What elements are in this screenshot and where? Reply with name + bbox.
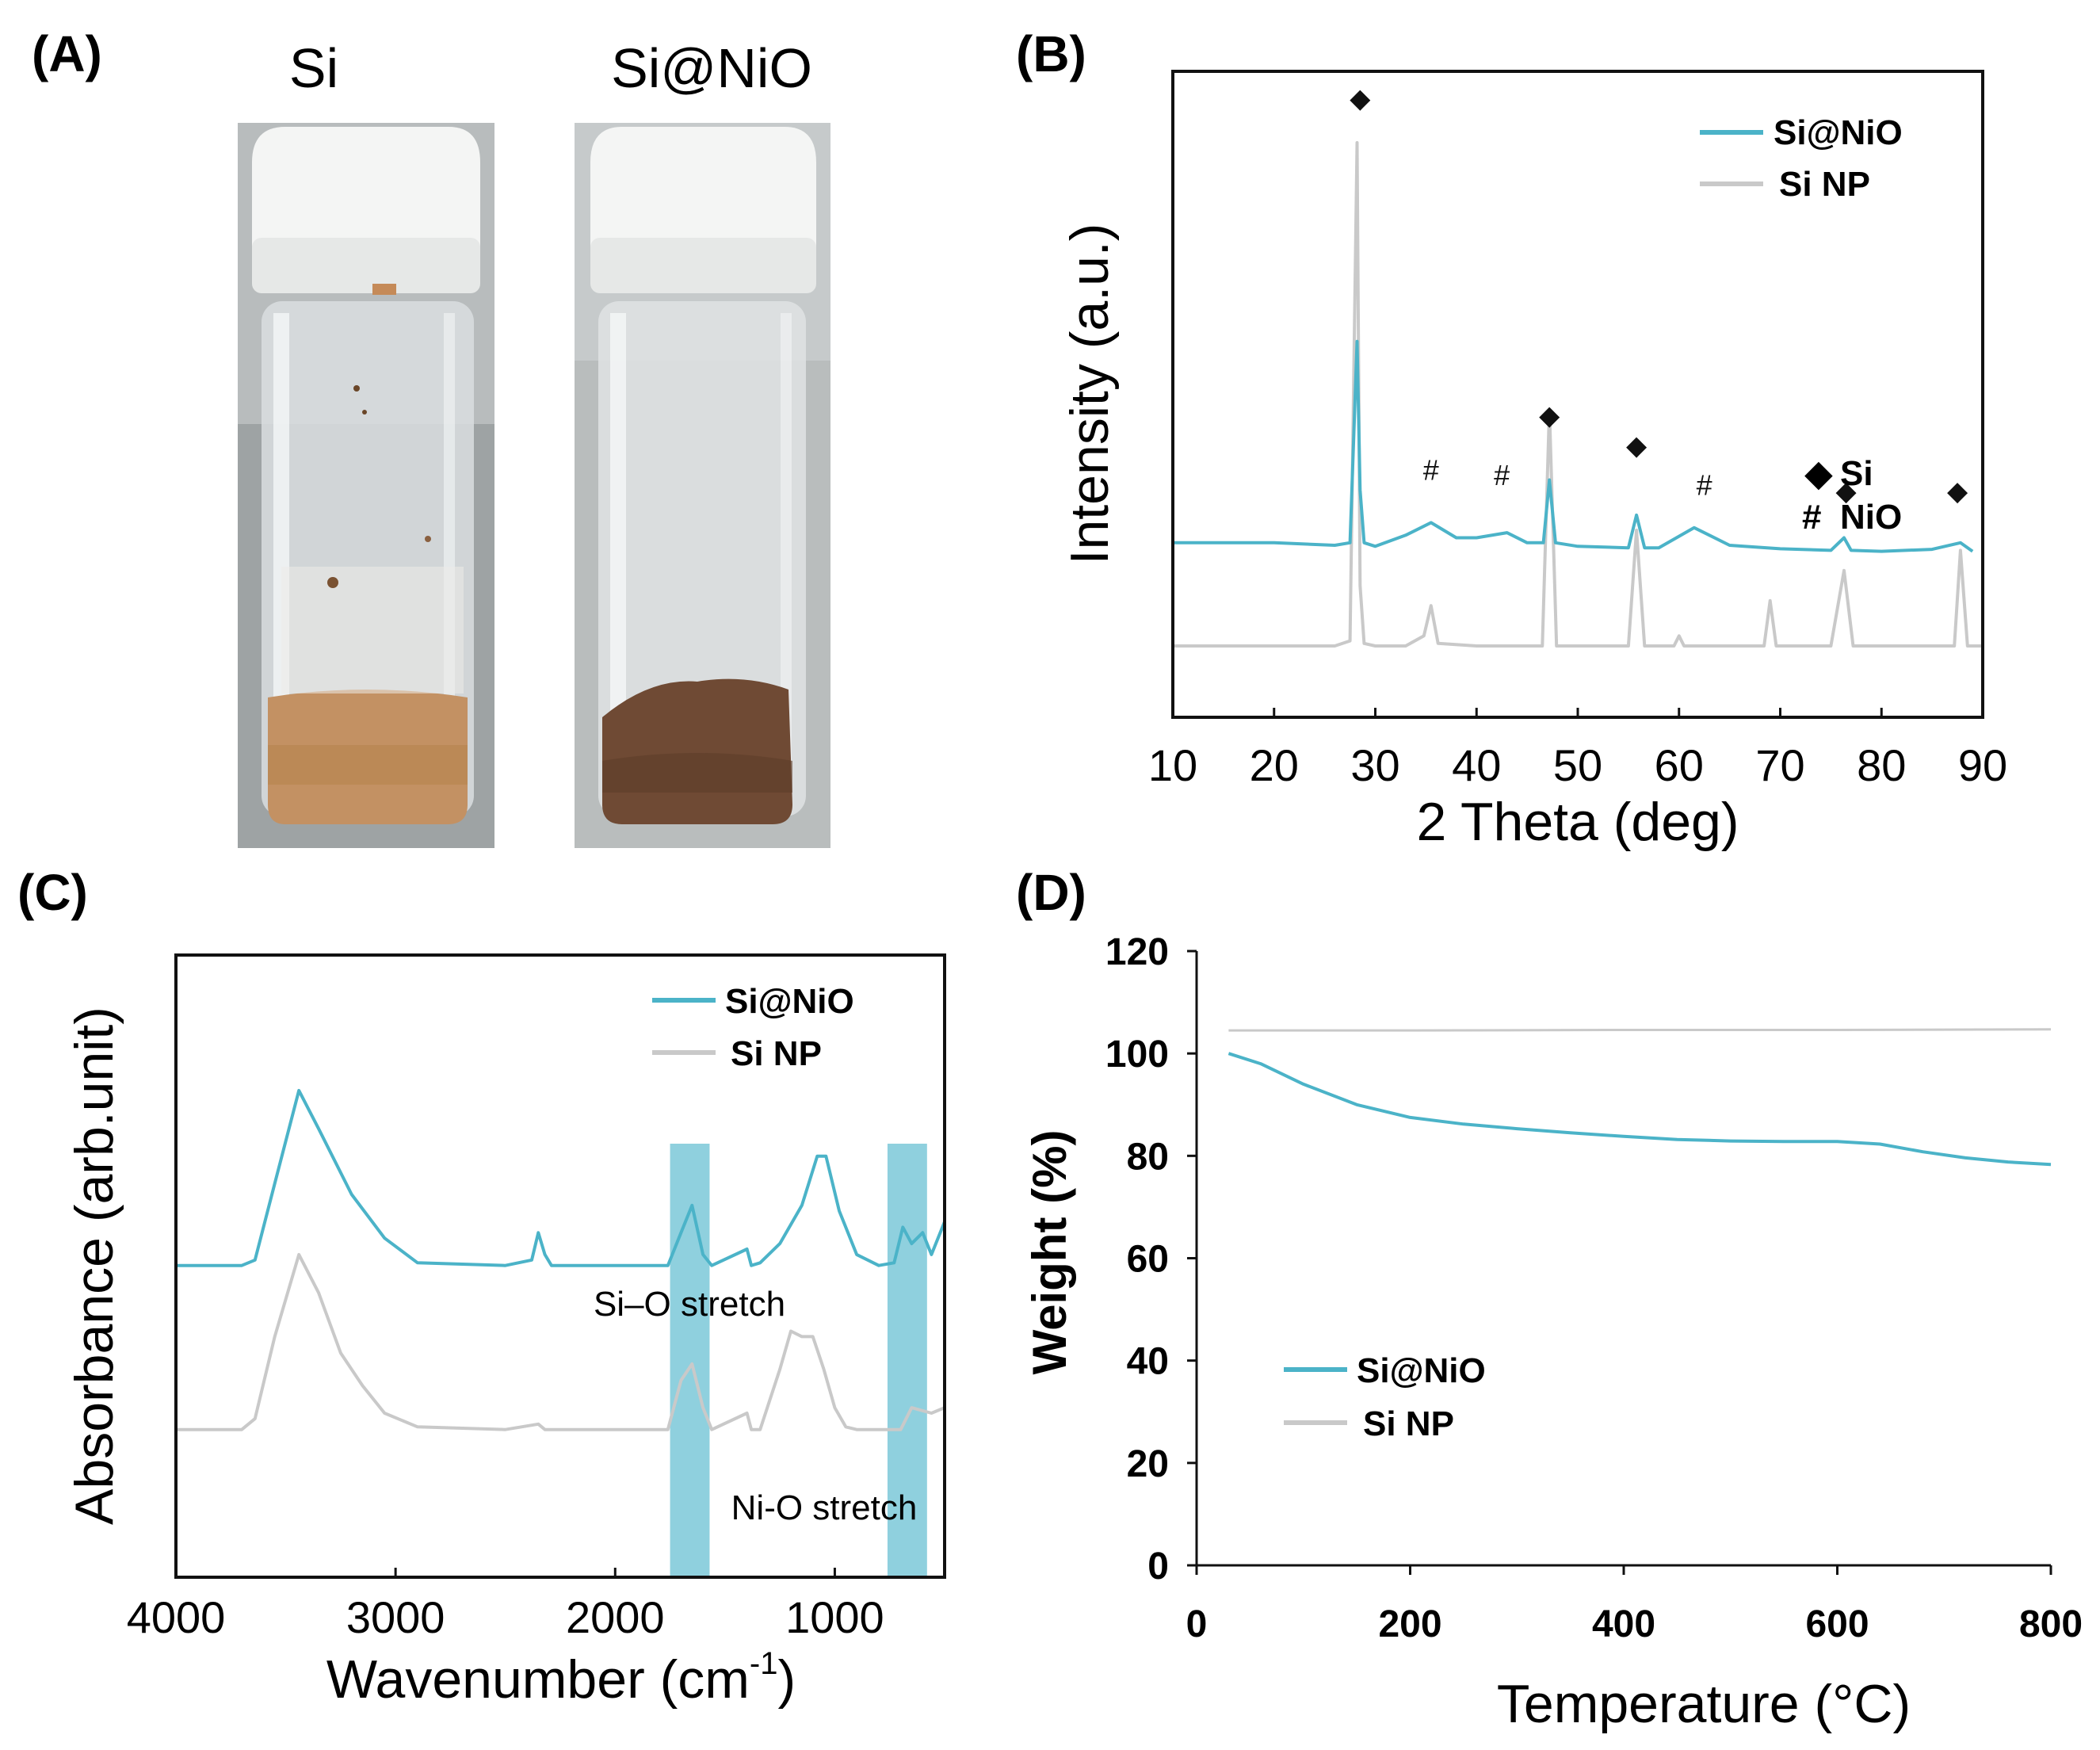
- series-line-si-nio: [1173, 339, 1974, 553]
- x-tick-label: 3000: [346, 1592, 445, 1642]
- series-line-si-nio: [1228, 1052, 2052, 1167]
- peak-marker-si: ◆: [1626, 431, 1648, 461]
- plot-b-legend: Si@NiO Si NP: [1700, 113, 1903, 204]
- x-tick-label: 400: [1592, 1603, 1655, 1645]
- panel-d: (D) 0 20 40 60 80 100 120 0 200 400 600 800 Tempera…: [1016, 864, 2083, 1734]
- x-tick-label: 2000: [566, 1592, 665, 1642]
- vial-1-caption: Si: [289, 37, 338, 99]
- x-tick-label: 60: [1655, 740, 1704, 790]
- legend-d-label-si-np: Si NP: [1363, 1404, 1454, 1443]
- peak-marker-nio: #: [1494, 459, 1510, 491]
- peak-marker-nio: #: [1423, 453, 1439, 486]
- panel-c-letter: (C): [17, 864, 88, 921]
- peak-marker-si: ◆: [1947, 476, 1968, 506]
- legend-b-label-si-np: Si NP: [1779, 165, 1870, 204]
- vial-2-caption: Si@NiO: [611, 37, 812, 99]
- plot-c-x-axis: 4000 3000 2000 1000: [127, 1568, 884, 1642]
- legend-c-label-si-np: Si NP: [731, 1034, 822, 1073]
- x-tick-label: 200: [1378, 1603, 1441, 1645]
- series-line-si-np: [176, 1252, 945, 1431]
- x-tick-label: 80: [1857, 740, 1906, 790]
- plot-d-legend: Si@NiO Si NP: [1284, 1351, 1486, 1443]
- marker-key-nio-label: NiO: [1840, 498, 1902, 537]
- plot-c-x-title-main: Wavenumber (cm: [326, 1649, 750, 1710]
- x-tick-label: 70: [1755, 740, 1804, 790]
- marker-key-si-label: Si: [1840, 454, 1873, 493]
- plot-c-legend: Si@NiO Si NP: [652, 982, 854, 1073]
- marker-key-si-symbol: ◆: [1804, 454, 1833, 493]
- vial-1-photo: [238, 123, 494, 848]
- x-tick-label: 20: [1250, 740, 1299, 790]
- plot-c-series: [176, 1088, 946, 1431]
- plot-d-y-title: Weight (%): [1023, 1130, 1076, 1375]
- peak-marker-nio: #: [1697, 469, 1712, 502]
- plot-b-marker-key: ◆ Si # NiO: [1802, 454, 1902, 537]
- band-ni-o-stretch: [887, 1144, 927, 1577]
- panel-b-letter: (B): [1016, 25, 1086, 82]
- x-tick-label: 40: [1452, 740, 1501, 790]
- series-line-si-nio: [176, 1088, 946, 1267]
- x-tick-label: 50: [1553, 740, 1602, 790]
- vial-2-powder: [602, 678, 792, 824]
- x-tick-label: 10: [1148, 740, 1197, 790]
- plot-b-peak-markers: ◆# #◆◆# ◆ ◆: [1350, 84, 1968, 506]
- y-tick-label: 40: [1127, 1341, 1169, 1383]
- panel-b: (B) 10 20 30 40 50 60 70 80 90 ◆# #◆◆# ◆ ◆ 2 Theta …: [1016, 25, 2007, 852]
- plot-d-axes: 0 20 40 60 80 100 120 0 200 400 600 800: [1105, 931, 2083, 1645]
- marker-key-nio-symbol: #: [1802, 498, 1821, 537]
- band-label-si-o: Si–O stretch: [594, 1285, 785, 1324]
- series-line-si-np: [1173, 141, 1983, 648]
- legend-d-label-si-nio: Si@NiO: [1357, 1351, 1486, 1390]
- plot-c-x-title-sup: -1: [750, 1646, 778, 1681]
- y-tick-label: 20: [1127, 1443, 1169, 1485]
- x-tick-label: 90: [1958, 740, 2007, 790]
- plot-b-y-title: Intensity (a.u.): [1060, 224, 1120, 565]
- plot-b-x-axis: 10 20 30 40 50 60 70 80 90: [1148, 708, 2007, 790]
- x-tick-label: 800: [2019, 1603, 2083, 1645]
- x-tick-label: 4000: [127, 1592, 226, 1642]
- y-tick-label: 80: [1127, 1136, 1169, 1178]
- panel-a-letter: (A): [32, 25, 102, 82]
- plot-c-x-title: Wavenumber (cm-1): [326, 1646, 796, 1710]
- panel-d-letter: (D): [1016, 864, 1086, 921]
- plot-c-bands: [670, 1144, 927, 1577]
- y-tick-label: 0: [1147, 1546, 1169, 1588]
- plot-d-series: [1228, 1028, 2052, 1167]
- band-si-o-stretch: [670, 1144, 710, 1577]
- band-label-ni-o: Ni-O stretch: [731, 1488, 918, 1527]
- x-tick-label: 600: [1805, 1603, 1869, 1645]
- plot-b-x-title: 2 Theta (deg): [1416, 792, 1739, 852]
- plot-c-frame: [174, 953, 946, 1579]
- peak-marker-si: ◆: [1350, 84, 1371, 114]
- x-tick-label: 30: [1350, 740, 1399, 790]
- y-tick-label: 100: [1105, 1034, 1169, 1076]
- x-tick-label: 1000: [785, 1592, 884, 1642]
- vial-2-photo: [575, 123, 830, 848]
- plot-b-series: [1173, 141, 1983, 648]
- y-tick-label: 60: [1127, 1239, 1169, 1281]
- peak-marker-si: ◆: [1539, 401, 1560, 431]
- legend-c-label-si-nio: Si@NiO: [725, 982, 854, 1021]
- peak-marker-si: ◆: [1835, 476, 1857, 506]
- panel-a: (A) Si Si@NiO: [32, 25, 830, 848]
- plot-c-y-title: Absorbance (arb.unit): [64, 1007, 124, 1525]
- x-tick-label: 0: [1186, 1603, 1208, 1645]
- plot-c-x-title-close: ): [777, 1649, 796, 1710]
- panel-c: (C) 4000 3000 2000 1000 Si–O stretch Ni-O s…: [17, 864, 946, 1710]
- legend-b-label-si-nio: Si@NiO: [1774, 113, 1903, 152]
- y-tick-label: 120: [1105, 931, 1169, 973]
- plot-d-x-title: Temperature (°C): [1497, 1674, 1911, 1734]
